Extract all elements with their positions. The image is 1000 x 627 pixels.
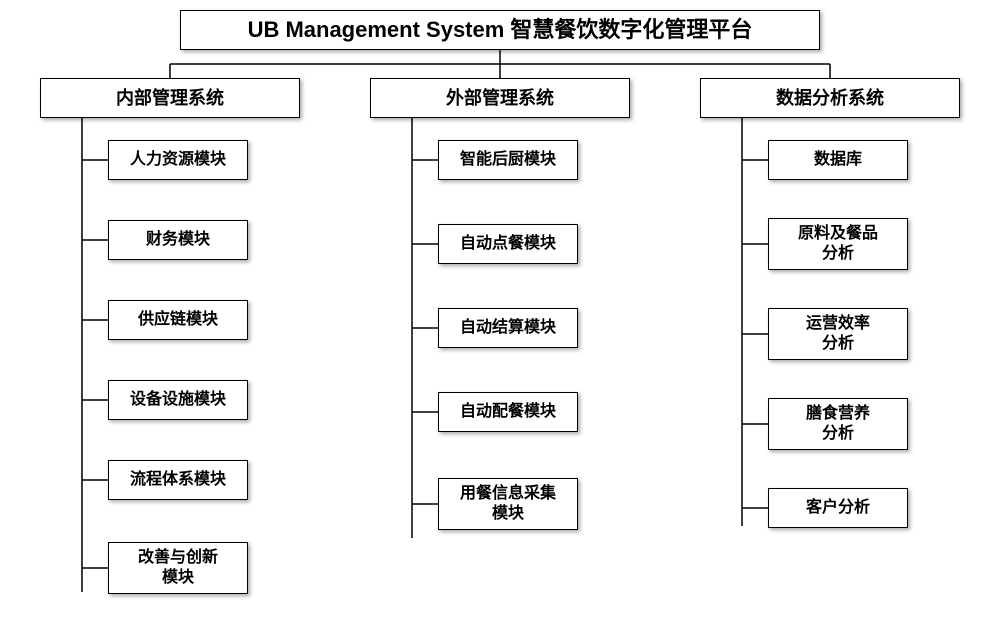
leaf-node: 人力资源模块 <box>108 140 248 180</box>
leaf-node: 运营效率分析 <box>768 308 908 360</box>
leaf-node: 设备设施模块 <box>108 380 248 420</box>
leaf-node: 客户分析 <box>768 488 908 528</box>
leaf-node: 供应链模块 <box>108 300 248 340</box>
leaf-node: 数据库 <box>768 140 908 180</box>
root-node: UB Management System 智慧餐饮数字化管理平台 <box>180 10 820 50</box>
leaf-node: 膳食营养分析 <box>768 398 908 450</box>
leaf-node: 财务模块 <box>108 220 248 260</box>
leaf-node: 自动结算模块 <box>438 308 578 348</box>
branch-node: 内部管理系统 <box>40 78 300 118</box>
branch-node: 外部管理系统 <box>370 78 630 118</box>
leaf-node: 改善与创新模块 <box>108 542 248 594</box>
leaf-node: 智能后厨模块 <box>438 140 578 180</box>
leaf-node: 用餐信息采集模块 <box>438 478 578 530</box>
branch-node: 数据分析系统 <box>700 78 960 118</box>
leaf-node: 原料及餐品分析 <box>768 218 908 270</box>
leaf-node: 自动配餐模块 <box>438 392 578 432</box>
leaf-node: 自动点餐模块 <box>438 224 578 264</box>
leaf-node: 流程体系模块 <box>108 460 248 500</box>
